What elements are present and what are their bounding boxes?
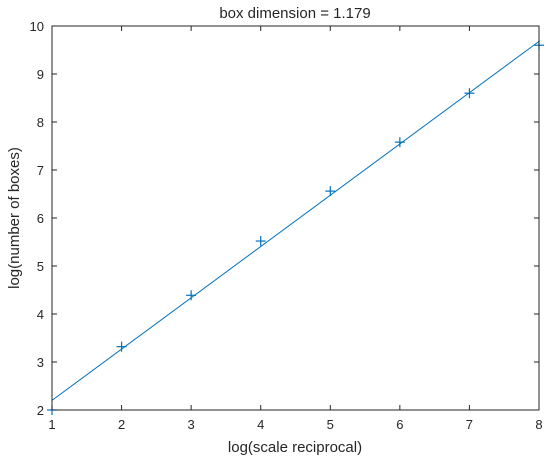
plot-area — [52, 26, 539, 410]
x-tick-label: 2 — [118, 417, 125, 432]
y-tick-label: 4 — [37, 307, 44, 322]
x-axis-label: log(scale reciprocal) — [228, 439, 362, 456]
x-tick-label: 5 — [327, 417, 334, 432]
x-tick-label: 7 — [466, 417, 473, 432]
data-point — [255, 236, 266, 247]
y-tick-label: 2 — [37, 403, 44, 418]
y-axis: 2 3 4 5 6 7 8 9 10 — [30, 19, 539, 418]
y-tick-label: 5 — [37, 259, 44, 274]
data-point — [464, 88, 475, 99]
y-tick-label: 10 — [30, 19, 44, 34]
y-tick-label: 7 — [37, 163, 44, 178]
x-tick-label: 8 — [535, 417, 542, 432]
y-tick-label: 6 — [37, 211, 44, 226]
data-point — [116, 341, 127, 352]
data-point — [186, 290, 197, 301]
y-tick-label: 8 — [37, 115, 44, 130]
data-point — [394, 137, 405, 148]
chart-title: box dimension = 1.179 — [219, 5, 370, 22]
x-tick-label: 3 — [188, 417, 195, 432]
y-tick-label: 3 — [37, 355, 44, 370]
x-axis: 1 2 3 4 5 6 7 8 — [48, 26, 543, 432]
y-tick-label: 9 — [37, 67, 44, 82]
fit-line-layer — [51, 40, 540, 401]
x-tick-label: 4 — [257, 417, 264, 432]
y-axis-label: log(number of boxes) — [6, 147, 23, 289]
x-tick-label: 6 — [396, 417, 403, 432]
data-point — [325, 186, 336, 197]
fit-line — [51, 40, 540, 401]
x-tick-label: 1 — [48, 417, 55, 432]
